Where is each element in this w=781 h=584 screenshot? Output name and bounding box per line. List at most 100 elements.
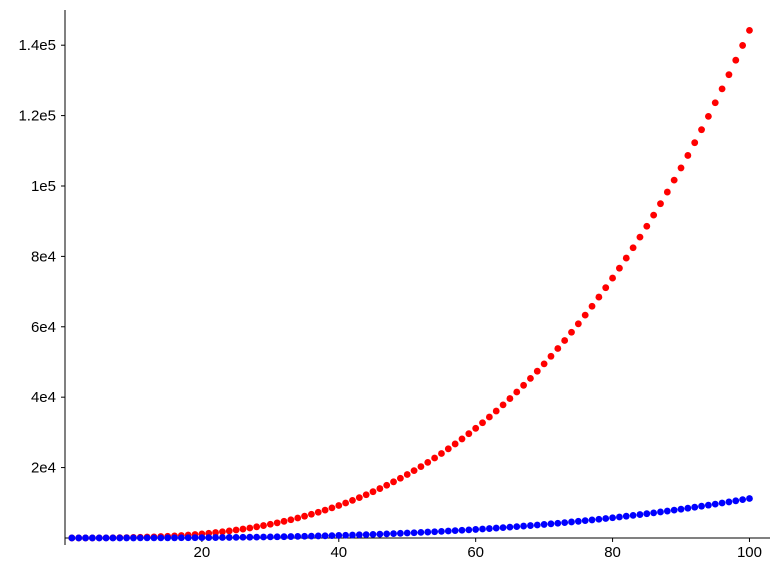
data-point-red (732, 57, 739, 64)
data-point-blue (110, 535, 117, 542)
data-point-red (527, 375, 534, 382)
data-point-blue (315, 533, 322, 540)
data-point-red (650, 212, 657, 219)
data-point-blue (411, 529, 418, 536)
data-point-blue (82, 535, 89, 542)
data-point-blue (452, 527, 459, 534)
data-point-red (253, 523, 260, 530)
data-point-red (390, 478, 397, 485)
data-point-red (657, 200, 664, 207)
data-point-red (411, 467, 418, 474)
x-tick-label: 100 (737, 544, 762, 561)
data-point-red (438, 450, 445, 457)
data-point-blue (616, 514, 623, 521)
data-point-blue (712, 501, 719, 508)
data-point-red (246, 525, 253, 532)
data-point-blue (260, 534, 267, 541)
data-point-blue (548, 520, 555, 527)
data-point-blue (294, 533, 301, 540)
data-point-blue (137, 535, 144, 542)
data-point-red (684, 152, 691, 159)
data-point-blue (116, 535, 123, 542)
data-point-blue (349, 532, 356, 539)
data-point-blue (623, 513, 630, 520)
data-point-red (356, 494, 363, 501)
data-point-blue (582, 517, 589, 524)
data-point-red (534, 368, 541, 375)
data-point-red (739, 42, 746, 49)
data-point-blue (308, 533, 315, 540)
y-tick-label: 1.4e5 (18, 37, 56, 54)
data-point-red (424, 459, 431, 466)
data-point-blue (281, 533, 288, 540)
data-point-red (459, 436, 466, 443)
data-point-blue (205, 534, 212, 541)
data-point-red (363, 491, 370, 498)
data-point-blue (691, 504, 698, 511)
data-point-blue (438, 528, 445, 535)
data-point-blue (643, 510, 650, 517)
data-point-blue (363, 531, 370, 538)
data-point-blue (212, 534, 219, 541)
data-point-blue (226, 534, 233, 541)
data-point-red (595, 294, 602, 301)
data-point-red (465, 430, 472, 437)
data-point-red (452, 441, 459, 448)
data-point-blue (561, 519, 568, 526)
data-point-blue (507, 524, 514, 531)
data-point-red (397, 475, 404, 482)
data-point-red (329, 504, 336, 511)
data-point-blue (602, 515, 609, 522)
data-point-red (342, 500, 349, 507)
data-point-red (637, 234, 644, 241)
data-point-red (548, 353, 555, 360)
data-point-blue (575, 518, 582, 525)
data-point-blue (568, 519, 575, 526)
data-point-blue (246, 534, 253, 541)
y-tick-label: 1.2e5 (18, 108, 56, 125)
data-point-blue (554, 520, 561, 527)
x-tick-label: 60 (467, 544, 484, 561)
data-point-blue (383, 530, 390, 537)
data-point-red (294, 515, 301, 522)
y-tick-label: 6e4 (31, 319, 56, 336)
data-point-red (370, 488, 377, 495)
data-point-blue (240, 534, 247, 541)
data-point-blue (68, 535, 75, 542)
data-point-red (726, 71, 733, 78)
data-point-blue (609, 514, 616, 521)
data-point-blue (376, 531, 383, 538)
data-point-red (623, 255, 630, 262)
data-point-blue (397, 530, 404, 537)
data-point-blue (198, 534, 205, 541)
data-point-blue (630, 512, 637, 519)
data-point-blue (671, 507, 678, 514)
data-point-blue (418, 529, 425, 536)
data-point-blue (171, 534, 178, 541)
data-point-blue (267, 533, 274, 540)
data-point-blue (513, 523, 520, 530)
data-point-blue (164, 534, 171, 541)
data-point-red (746, 27, 753, 34)
data-point-red (267, 521, 274, 528)
data-point-red (712, 99, 719, 106)
data-point-blue (370, 531, 377, 538)
data-point-blue (595, 516, 602, 523)
data-point-blue (705, 502, 712, 509)
data-point-red (554, 345, 561, 352)
data-point-red (500, 401, 507, 408)
data-point-blue (157, 534, 164, 541)
data-point-red (308, 511, 315, 518)
data-point-red (541, 360, 548, 367)
data-point-blue (657, 509, 664, 516)
chart-svg: 204060801002e44e46e48e41e51.2e51.4e5 (0, 0, 781, 584)
data-point-red (609, 275, 616, 282)
data-point-blue (404, 530, 411, 537)
data-point-red (664, 189, 671, 196)
data-point-red (589, 303, 596, 310)
data-point-blue (445, 528, 452, 535)
data-point-red (630, 244, 637, 251)
data-point-blue (486, 525, 493, 532)
data-point-blue (103, 535, 110, 542)
x-tick-label: 20 (194, 544, 211, 561)
